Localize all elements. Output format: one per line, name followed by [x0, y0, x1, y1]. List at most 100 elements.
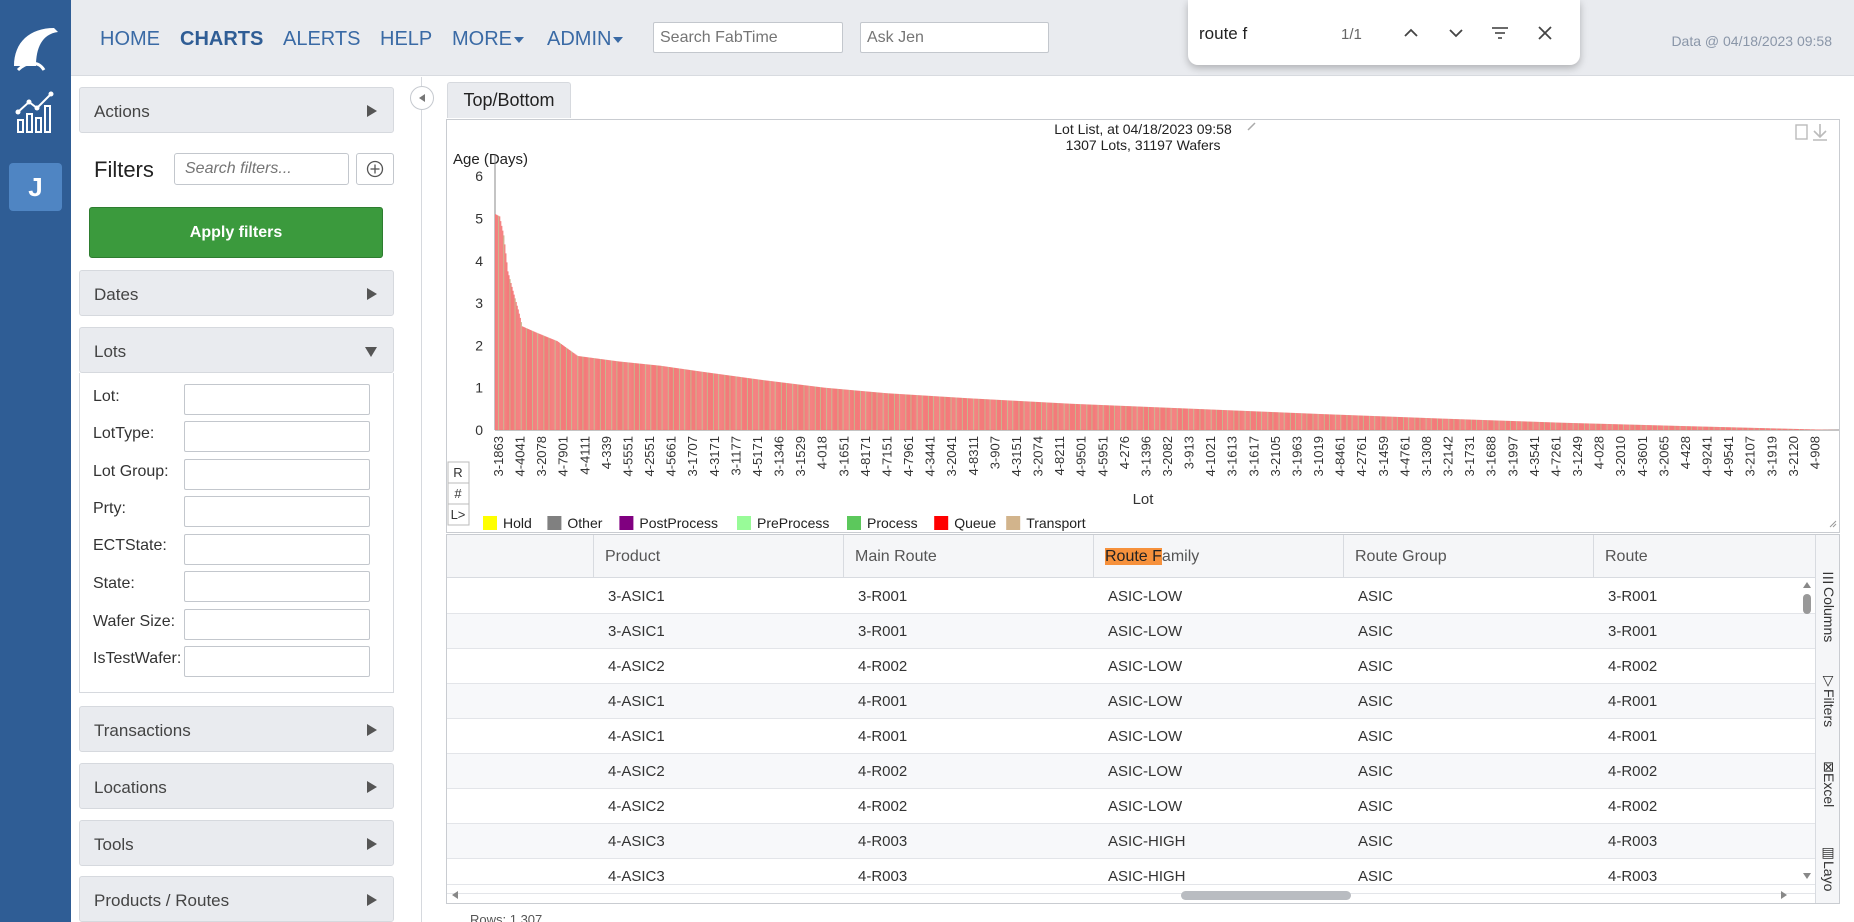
bar[interactable] — [1394, 416, 1396, 430]
bar[interactable] — [750, 378, 752, 430]
bar[interactable] — [1368, 415, 1370, 430]
bar[interactable] — [970, 398, 972, 430]
bar[interactable] — [646, 364, 648, 430]
bar[interactable] — [685, 369, 687, 430]
bar[interactable] — [1645, 425, 1647, 430]
bar[interactable] — [679, 368, 681, 430]
bar[interactable] — [1450, 418, 1452, 430]
bar[interactable] — [694, 370, 696, 430]
cell-route-family[interactable]: ASIC-LOW — [1108, 763, 1183, 780]
bar[interactable] — [1499, 420, 1501, 430]
bar[interactable] — [1683, 426, 1685, 430]
bar[interactable] — [1043, 402, 1045, 430]
bar[interactable] — [1613, 424, 1615, 430]
bar[interactable] — [650, 364, 652, 430]
bar[interactable] — [1574, 423, 1576, 430]
bar[interactable] — [630, 362, 632, 430]
bar[interactable] — [1154, 407, 1156, 430]
bar[interactable] — [730, 375, 732, 430]
bar[interactable] — [541, 334, 543, 430]
bar[interactable] — [1117, 405, 1119, 430]
bar[interactable] — [1075, 403, 1078, 430]
bar[interactable] — [505, 253, 507, 430]
bar[interactable] — [1524, 421, 1526, 430]
bar[interactable] — [1482, 419, 1484, 430]
bar[interactable] — [726, 375, 728, 430]
bar[interactable] — [769, 380, 771, 430]
bar[interactable] — [1073, 403, 1076, 430]
bar[interactable] — [578, 356, 580, 430]
bar[interactable] — [1171, 407, 1173, 430]
bar[interactable] — [1380, 416, 1382, 430]
bar[interactable] — [1617, 424, 1620, 430]
bar[interactable] — [1688, 426, 1691, 430]
bar[interactable] — [1582, 423, 1585, 430]
cell-route-family[interactable]: ASIC-LOW — [1108, 798, 1183, 815]
bar[interactable] — [1136, 406, 1138, 430]
bar[interactable] — [947, 397, 949, 430]
bar[interactable] — [1691, 426, 1694, 430]
bar[interactable] — [871, 391, 873, 430]
bar[interactable] — [956, 397, 958, 430]
bar[interactable] — [1813, 429, 1815, 430]
bar[interactable] — [775, 381, 777, 430]
bar[interactable] — [1719, 427, 1721, 430]
bar[interactable] — [975, 398, 977, 430]
bar[interactable] — [595, 358, 597, 430]
bar[interactable] — [1335, 414, 1337, 430]
bar[interactable] — [555, 340, 557, 430]
bar[interactable] — [634, 363, 637, 430]
bar[interactable] — [1352, 415, 1354, 430]
bar[interactable] — [1520, 421, 1522, 430]
bar[interactable] — [656, 365, 658, 431]
bar[interactable] — [1004, 400, 1006, 430]
bar[interactable] — [996, 399, 998, 430]
table-row[interactable]: 4-ASIC2 4-R002 ASIC-LOW ASIC 4-R002 — [447, 789, 1815, 824]
bar[interactable] — [1283, 412, 1285, 430]
bar[interactable] — [1471, 419, 1474, 430]
bar[interactable] — [584, 356, 586, 430]
bar[interactable] — [1532, 421, 1534, 430]
bar[interactable] — [669, 367, 671, 430]
bar[interactable] — [1053, 402, 1055, 430]
bar[interactable] — [1134, 406, 1136, 430]
bar[interactable] — [1512, 421, 1514, 430]
bar[interactable] — [1063, 403, 1065, 430]
bar[interactable] — [1212, 409, 1214, 430]
bar[interactable] — [1789, 428, 1791, 430]
bar[interactable] — [743, 377, 746, 430]
bar[interactable] — [978, 398, 980, 430]
bar[interactable] — [1775, 428, 1777, 430]
table-row[interactable]: 4-ASIC2 4-R002 ASIC-LOW ASIC 4-R002 — [447, 649, 1815, 684]
bar[interactable] — [1010, 400, 1012, 430]
bar[interactable] — [837, 388, 839, 430]
bar[interactable] — [540, 334, 542, 430]
bar[interactable] — [518, 313, 520, 430]
bar[interactable] — [863, 391, 865, 430]
bar[interactable] — [765, 380, 767, 430]
bar[interactable] — [1310, 413, 1312, 430]
bar[interactable] — [1731, 427, 1733, 430]
bar[interactable] — [1027, 401, 1029, 430]
bar[interactable] — [944, 396, 946, 430]
bar[interactable] — [1291, 412, 1294, 430]
bar[interactable] — [1325, 414, 1328, 430]
bar[interactable] — [1549, 422, 1551, 430]
bar[interactable] — [1652, 425, 1655, 430]
cell-route[interactable]: 3-R001 — [1608, 588, 1658, 605]
filters-tab[interactable]: ▽ Filters — [1816, 669, 1839, 745]
add-filter-button[interactable] — [356, 153, 394, 185]
bar[interactable] — [1172, 407, 1174, 430]
bar[interactable] — [683, 369, 685, 430]
bar[interactable] — [999, 399, 1002, 430]
bar[interactable] — [1636, 424, 1638, 430]
bar[interactable] — [1547, 422, 1550, 430]
bar[interactable] — [1337, 414, 1339, 430]
bar[interactable] — [1436, 418, 1439, 430]
bar[interactable] — [904, 394, 906, 430]
bar[interactable] — [1206, 409, 1208, 430]
bar[interactable] — [1066, 403, 1068, 430]
bar[interactable] — [495, 214, 497, 430]
bar[interactable] — [1669, 425, 1671, 430]
bar[interactable] — [1800, 429, 1803, 430]
